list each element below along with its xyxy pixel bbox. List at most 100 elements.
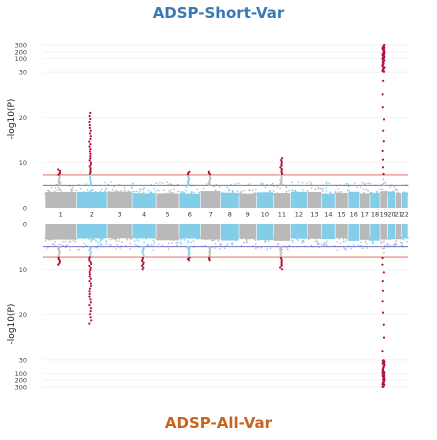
bottom-point (365, 236, 367, 239)
top-y-tick-label: 200 (15, 49, 27, 57)
bottom-point (179, 236, 182, 239)
bottom-point (147, 243, 150, 246)
chromosome-label: 8 (228, 211, 232, 219)
bottom-y-tick-label: 100 (15, 370, 27, 378)
bottom-point (369, 237, 371, 239)
top-chrom-band (348, 191, 360, 208)
bottom-point (395, 240, 397, 242)
top-point (370, 192, 373, 194)
bottom-point (95, 239, 97, 242)
top-chrom-band (307, 191, 322, 208)
bottom-point (303, 237, 306, 240)
chromosome-label: 22 (401, 211, 409, 219)
chromosome-label: 21 (394, 211, 402, 219)
top-point (247, 193, 249, 196)
bottom-point (383, 241, 385, 244)
top-chrom-band (239, 193, 257, 208)
top-point (337, 188, 340, 190)
top-point (167, 183, 170, 186)
bottom-point (221, 237, 224, 240)
bottom-point (63, 237, 65, 240)
top-peak-point (89, 170, 92, 173)
top-point (381, 188, 384, 190)
top-point (234, 183, 237, 185)
bottom-point (48, 236, 50, 239)
bottom-point (245, 241, 248, 244)
bottom-peak-point (88, 295, 91, 298)
bottom-point (139, 236, 141, 239)
top-point (379, 188, 381, 191)
top-point (249, 183, 251, 185)
bottom-peak-point (381, 385, 384, 389)
top-peak-point (381, 149, 384, 152)
top-point (111, 188, 114, 191)
top-point (163, 193, 166, 196)
bottom-point (204, 244, 206, 247)
top-point (50, 191, 52, 193)
top-point (302, 189, 304, 191)
bottom-peak-point (88, 304, 91, 307)
bottom-point (301, 242, 304, 244)
top-point (110, 181, 112, 183)
top-point (113, 185, 115, 188)
top-point (117, 190, 119, 193)
bottom-point (219, 248, 221, 250)
top-point (260, 182, 262, 184)
bottom-point (97, 244, 100, 246)
top-point (154, 191, 157, 193)
bottom-chrom-band (401, 224, 408, 239)
bottom-peak-point (90, 252, 92, 254)
top-point (185, 186, 188, 188)
top-point (309, 181, 311, 183)
top-point (351, 192, 354, 195)
bottom-point (325, 243, 327, 246)
bottom-point (251, 237, 254, 240)
bottom-point (130, 237, 132, 240)
bottom-point (260, 237, 262, 240)
top-peak-point (280, 162, 283, 165)
top-point (389, 186, 391, 188)
bottom-point (180, 239, 182, 241)
top-peak-point (88, 140, 91, 143)
top-point (61, 192, 64, 195)
top-point (123, 186, 126, 189)
top-point (190, 191, 193, 194)
chromosome-label: 16 (350, 211, 358, 219)
top-point (379, 191, 382, 194)
bottom-point (167, 242, 170, 245)
top-point (202, 193, 204, 196)
chromosome-label: 18 (371, 211, 379, 219)
top-point (310, 182, 313, 185)
bottom-peak-point (188, 247, 191, 250)
bottom-peak-point (89, 310, 92, 313)
top-point (115, 189, 117, 192)
bottom-peak-point (280, 268, 284, 271)
bottom-point (113, 236, 115, 239)
bottom-point (109, 244, 112, 246)
bottom-point (406, 240, 408, 243)
bottom-point (152, 239, 155, 242)
top-chrom-band (321, 193, 335, 208)
top-point (310, 187, 313, 189)
top-point (362, 181, 364, 184)
bottom-peak-point (89, 282, 93, 285)
bottom-point (90, 240, 92, 243)
top-point (347, 183, 350, 185)
top-point (118, 193, 120, 196)
top-peak-point (88, 114, 91, 118)
bottom-point (357, 244, 360, 246)
bottom-chrom-band (45, 224, 77, 240)
top-point (402, 193, 405, 196)
top-point (328, 182, 331, 185)
bottom-point (271, 236, 273, 239)
bottom-peak-point (90, 262, 93, 266)
top-point (261, 193, 264, 196)
top-peak-point (279, 166, 282, 169)
bottom-point (246, 237, 249, 240)
bottom-point (136, 244, 139, 247)
top-chrom-band (107, 191, 132, 208)
top-point (359, 193, 362, 196)
top-point (294, 190, 297, 193)
top-point (259, 193, 262, 196)
top-point (163, 189, 165, 191)
